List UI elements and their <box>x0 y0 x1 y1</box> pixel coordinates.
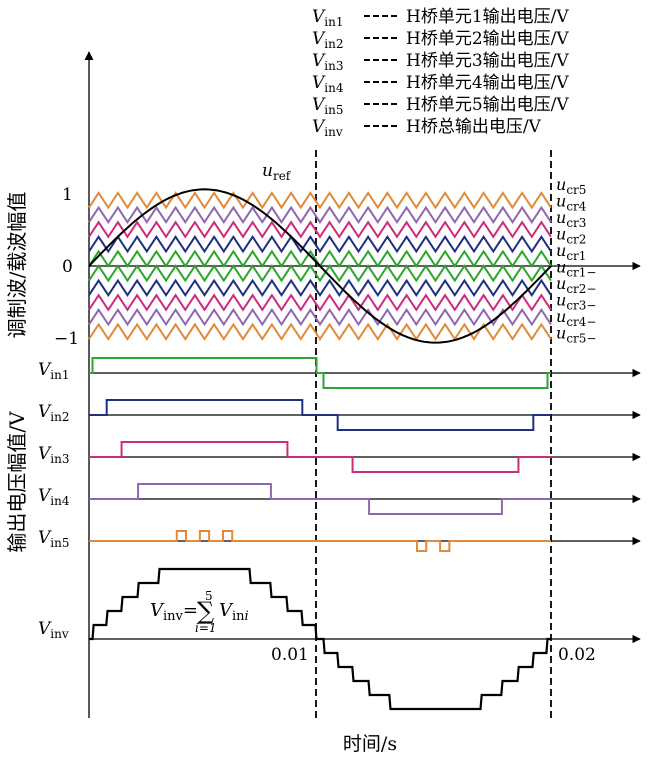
legend-item: Vin1 H桥单元1输出电压/V <box>312 7 569 29</box>
svg-text:Vinv: Vinv <box>312 117 343 139</box>
pulse-labels: Vin1 Vin2 Vin3 Vin4 Vin5 Vinv <box>38 360 70 641</box>
legend-item: Vin3 H桥单元3输出电压/V <box>312 51 569 73</box>
tick-1: 1 <box>62 185 73 205</box>
svg-text:H桥总输出电压/V: H桥总输出电压/V <box>406 117 542 137</box>
svg-text:Vin3: Vin3 <box>312 51 343 73</box>
svg-text:Vinv=: Vinv= <box>150 600 198 624</box>
svg-text:H桥单元2输出电压/V: H桥单元2输出电压/V <box>406 29 569 49</box>
carrier-wave <box>88 205 552 225</box>
pulse-wave <box>89 483 551 515</box>
vin4-label: Vin4 <box>38 486 70 508</box>
tick-0: 0 <box>62 257 73 277</box>
svg-text:H桥单元5输出电压/V: H桥单元5输出电压/V <box>406 95 569 115</box>
carrier-wave <box>88 307 552 327</box>
carrier-label: ucr3 <box>556 208 586 230</box>
carrier-wave <box>88 322 552 341</box>
pulse-waveforms <box>89 357 551 552</box>
svg-text:H桥单元1输出电压/V: H桥单元1输出电压/V <box>406 7 569 27</box>
carrier-label: ucr1− <box>556 258 596 280</box>
legend-item: Vinv H桥总输出电压/V <box>312 117 542 139</box>
carrier-label: ucr5− <box>556 324 596 346</box>
vin3-label: Vin3 <box>38 444 69 466</box>
vin1-label: Vin1 <box>38 360 69 382</box>
carrier-waves <box>88 191 552 341</box>
legend-item: Vin4 H桥单元4输出电压/V <box>312 73 569 95</box>
y-label-top: 调制波/载波幅值 <box>5 192 29 339</box>
vinv-staircase-wave <box>89 567 551 711</box>
carrier-label: ucr4− <box>556 307 596 329</box>
svg-text:H桥单元4输出电压/V: H桥单元4输出电压/V <box>406 73 569 93</box>
carrier-label: ucr2− <box>556 274 596 296</box>
vin2-label: Vin2 <box>38 402 69 424</box>
x-tick-001: 0.01 <box>271 645 309 665</box>
tick-m1: −1 <box>54 329 79 349</box>
carrier-label: ucr1 <box>556 241 586 263</box>
carrier-wave <box>88 220 552 239</box>
carrier-label: ucr2 <box>556 225 586 247</box>
carrier-label: ucr5 <box>556 175 586 197</box>
x-tick-002: 0.02 <box>558 645 596 665</box>
pulse-wave <box>89 441 551 473</box>
vinv-formula: Vinv= 5 ∑ i=1 Vini <box>150 589 249 635</box>
carrier-label: ucr3− <box>556 291 596 313</box>
y-label-bottom: 输出电压幅值/V <box>5 411 29 553</box>
svg-text:i=1: i=1 <box>195 621 217 635</box>
pulse-wave <box>89 530 551 552</box>
carrier-wave <box>88 249 552 268</box>
pulse-wave <box>89 357 551 389</box>
vin5-label: Vin5 <box>38 528 69 550</box>
x-axis-label: 时间/s <box>343 733 397 755</box>
svg-text:Vin2: Vin2 <box>312 29 343 51</box>
carrier-labels: ucr5ucr4ucr3ucr2ucr1ucr1−ucr2−ucr3−ucr4−… <box>556 175 596 346</box>
svg-text:Vin1: Vin1 <box>312 7 343 29</box>
svg-text:∑: ∑ <box>197 597 214 625</box>
carrier-wave <box>88 234 552 254</box>
vinv-label: Vinv <box>38 619 69 641</box>
carrier-label: ucr4 <box>556 192 587 214</box>
legend-item: Vin2 H桥单元2输出电压/V <box>312 29 569 51</box>
ref-label: uref <box>262 161 292 183</box>
svg-text:Vin4: Vin4 <box>312 73 344 95</box>
carrier-wave <box>88 278 552 298</box>
carrier-wave <box>88 264 552 283</box>
pulse-wave <box>89 399 551 431</box>
svg-text:Vini: Vini <box>219 600 249 624</box>
legend-item: Vin5 H桥单元5输出电压/V <box>312 95 569 117</box>
legend: Vin1 H桥单元1输出电压/V Vin2 H桥单元2输出电压/V Vin3 H… <box>312 7 569 139</box>
carrier-wave <box>88 293 552 312</box>
carrier-wave <box>88 191 552 210</box>
reference-sine-wave <box>88 188 552 344</box>
svg-text:H桥单元3输出电压/V: H桥单元3输出电压/V <box>406 51 569 71</box>
svg-text:Vin5: Vin5 <box>312 95 343 117</box>
svg-text:5: 5 <box>205 589 213 603</box>
